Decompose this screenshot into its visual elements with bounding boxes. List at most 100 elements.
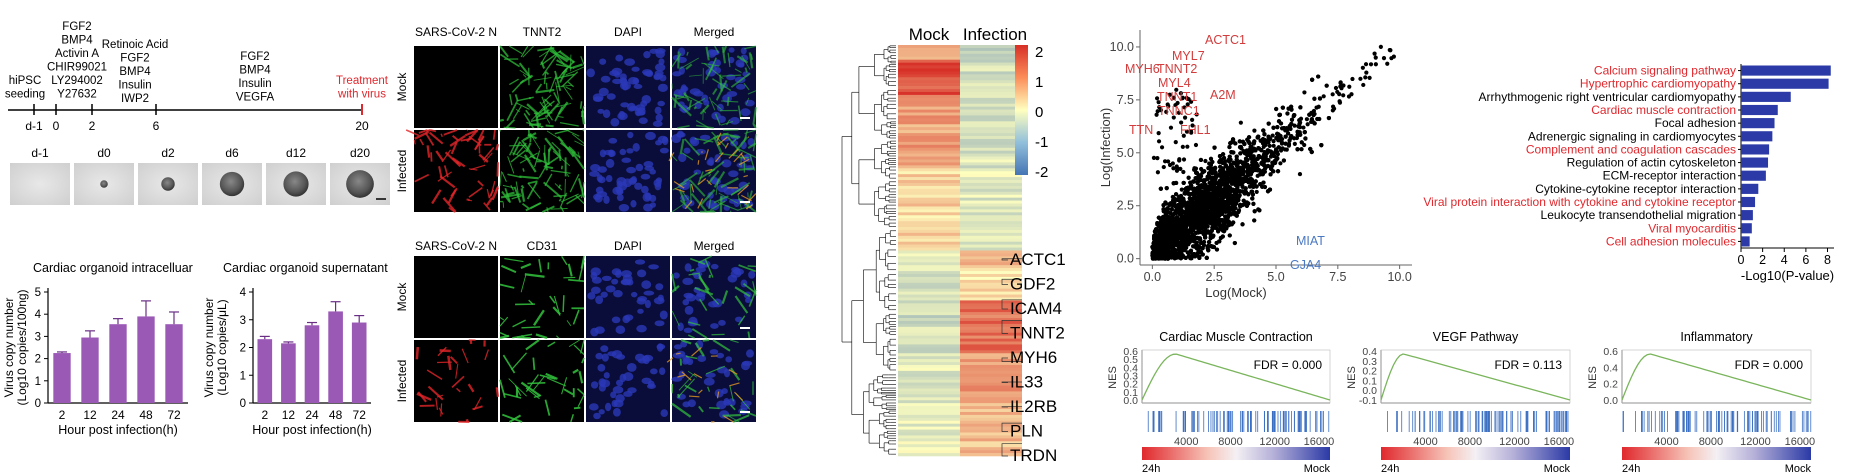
bar <box>81 337 99 403</box>
fiber <box>554 106 564 122</box>
heatmap-cell <box>898 127 960 131</box>
heatmap-cell <box>960 165 1022 169</box>
nucleus <box>626 166 637 174</box>
fiber <box>705 209 714 213</box>
fiber <box>737 194 742 209</box>
heatmap-cell <box>898 291 960 295</box>
fiber <box>547 341 556 348</box>
fiber <box>532 357 536 370</box>
fiber <box>545 124 554 128</box>
photo-day-label: d-1 <box>31 146 49 160</box>
heatmap-cell <box>960 133 1022 137</box>
nucleus <box>723 398 730 405</box>
heatmap-cell <box>898 391 960 395</box>
fiber <box>522 168 525 172</box>
fiber <box>720 177 739 189</box>
fiber <box>530 202 542 210</box>
x-tick-label: 72 <box>167 408 181 422</box>
fiber <box>512 333 533 339</box>
merged-signal <box>688 395 700 398</box>
gene-leader-line <box>1001 320 1022 334</box>
fiber <box>558 198 562 202</box>
scatter-point <box>1232 240 1237 246</box>
fiber <box>572 368 579 374</box>
fiber <box>519 69 531 78</box>
timeline-day-label: 6 <box>153 119 160 133</box>
nucleus <box>648 264 659 270</box>
heatmap-cell <box>898 273 960 278</box>
viral-signal <box>413 139 416 145</box>
nucleus <box>598 409 605 415</box>
nucleus <box>612 78 623 85</box>
heatmap-cell <box>898 373 960 378</box>
heatmap-cell <box>960 180 1022 184</box>
nucleus <box>626 362 637 372</box>
fiber <box>744 67 748 73</box>
heatmap-cell <box>898 385 960 389</box>
fiber <box>578 370 584 384</box>
heatmap-cell <box>960 320 1022 325</box>
fiber <box>572 63 583 69</box>
micro-image-bg <box>414 340 498 422</box>
fiber <box>525 109 531 116</box>
fiber <box>516 102 530 110</box>
heatmap-cell <box>898 318 960 322</box>
heatmap-cell <box>898 276 960 281</box>
merged-signal <box>716 132 722 142</box>
micro-header: DAPI <box>614 239 642 253</box>
fiber <box>681 191 690 201</box>
heatmap-cell <box>898 124 960 128</box>
y-tick-label: 4 <box>35 309 42 321</box>
fiber <box>696 124 714 129</box>
viral-signal <box>485 197 494 207</box>
nucleus <box>706 159 714 166</box>
heatmap-cell <box>960 364 1022 369</box>
heatmap-cell <box>898 353 960 357</box>
viral-signal <box>416 392 432 401</box>
heatmap-cell <box>898 229 960 234</box>
x-axis-label: Hour post infection(h) <box>252 423 372 437</box>
nucleus <box>655 283 664 291</box>
organoid-sphere <box>100 180 108 188</box>
bar <box>304 325 320 403</box>
timeline-day-label: 2 <box>89 119 96 133</box>
fiber <box>681 152 694 161</box>
viral-signal <box>426 145 431 158</box>
timeline-stage-label: hiPSC <box>9 75 42 87</box>
heatmap-cell <box>960 373 1022 378</box>
fiber <box>527 133 538 140</box>
x-tick-label: 72 <box>353 408 367 422</box>
heatmap-cell <box>960 206 1022 210</box>
fiber <box>567 81 574 88</box>
heatmap-cell <box>898 227 960 231</box>
viral-signal <box>442 197 457 213</box>
viral-signal <box>466 198 470 201</box>
fiber <box>708 57 718 75</box>
fiber <box>550 169 571 174</box>
fiber <box>565 66 585 76</box>
heatmap-cell <box>898 370 960 375</box>
viral-signal <box>470 164 486 171</box>
fiber <box>752 281 757 296</box>
heatmap-cell <box>960 224 1022 228</box>
fiber <box>684 138 701 156</box>
heatmap-cell <box>898 420 960 425</box>
fiber <box>525 339 540 351</box>
nucleus <box>653 179 662 187</box>
heatmap-cell <box>898 209 960 213</box>
fiber <box>712 88 718 95</box>
nucleus <box>645 131 656 141</box>
fiber <box>503 126 516 129</box>
viral-signal <box>419 138 425 146</box>
heatmap-cell <box>898 109 960 113</box>
heatmap-cell <box>960 45 1022 49</box>
heatmap-cell <box>898 282 960 287</box>
heatmap-cell <box>898 315 960 319</box>
micro-row-label: Mock <box>395 282 409 312</box>
fiber <box>552 151 571 167</box>
photo-day-label: d2 <box>161 146 175 160</box>
heatmap-cell <box>960 118 1022 122</box>
viral-signal <box>427 385 444 401</box>
fiber <box>698 276 710 291</box>
scatter-point <box>1278 121 1284 126</box>
